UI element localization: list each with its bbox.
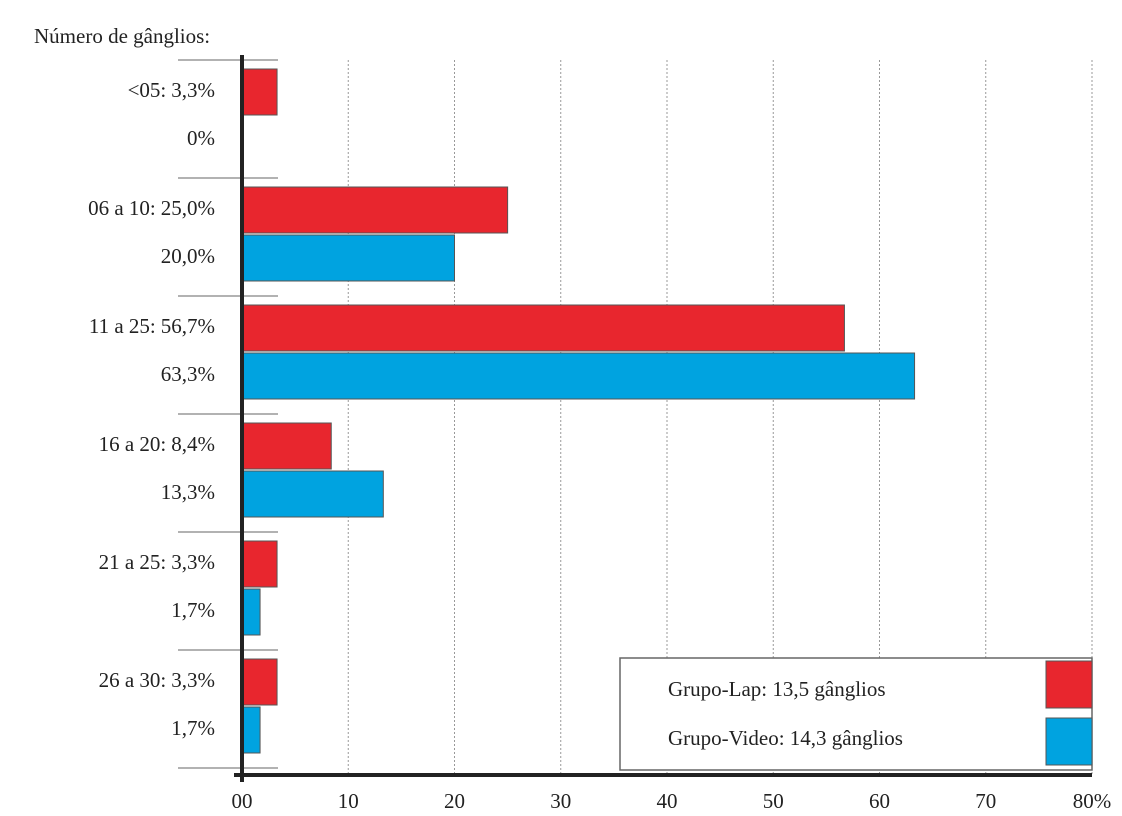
value-label: 3,3%: [171, 668, 215, 692]
value-label: 8,4%: [171, 432, 215, 456]
x-tick-label: 40: [657, 789, 678, 813]
bar: [241, 470, 384, 518]
value-label: 56,7%: [161, 314, 215, 338]
value-label: 1,7%: [171, 716, 215, 740]
legend-swatch: [1045, 717, 1093, 766]
legend-label: Grupo-Lap: 13,5 gânglios: [668, 677, 886, 701]
y-tick-label: 21 a 25:: [99, 550, 167, 574]
bar: [241, 422, 332, 470]
bar: [241, 186, 509, 234]
value-label: 1,7%: [171, 598, 215, 622]
y-tick-label: 06 a 10:: [88, 196, 156, 220]
y-tick-label: 11 a 25:: [89, 314, 156, 338]
bar: [241, 304, 845, 352]
legend: [619, 657, 1093, 771]
x-tick-label: 10: [338, 789, 359, 813]
bar: [241, 588, 261, 636]
x-tick-label: 80%: [1073, 789, 1112, 813]
value-label: 13,3%: [161, 480, 215, 504]
bar: [241, 540, 278, 588]
bar: [241, 234, 455, 282]
value-label: 25,0%: [161, 196, 215, 220]
y-tick-label: 26 a 30:: [99, 668, 167, 692]
value-label: 20,0%: [161, 244, 215, 268]
legend-label: Grupo-Video: 14,3 gânglios: [668, 726, 903, 750]
bar: [241, 352, 916, 400]
x-tick-label: 00: [232, 789, 253, 813]
x-tick-label: 20: [444, 789, 465, 813]
y-tick-label: <05:: [128, 78, 167, 102]
x-tick-label: 60: [869, 789, 890, 813]
value-label: 0%: [187, 126, 215, 150]
value-label: 3,3%: [171, 550, 215, 574]
bar: [241, 658, 278, 706]
axis-title: Número de gânglios:: [34, 24, 210, 48]
x-tick-label: 70: [975, 789, 996, 813]
value-label: 63,3%: [161, 362, 215, 386]
bar: [241, 706, 261, 754]
legend-swatch: [1045, 660, 1093, 709]
y-tick-label: 16 a 20:: [99, 432, 167, 456]
value-label: 3,3%: [171, 78, 215, 102]
x-tick-label: 30: [550, 789, 571, 813]
x-tick-label: 50: [763, 789, 784, 813]
bar: [241, 68, 278, 116]
